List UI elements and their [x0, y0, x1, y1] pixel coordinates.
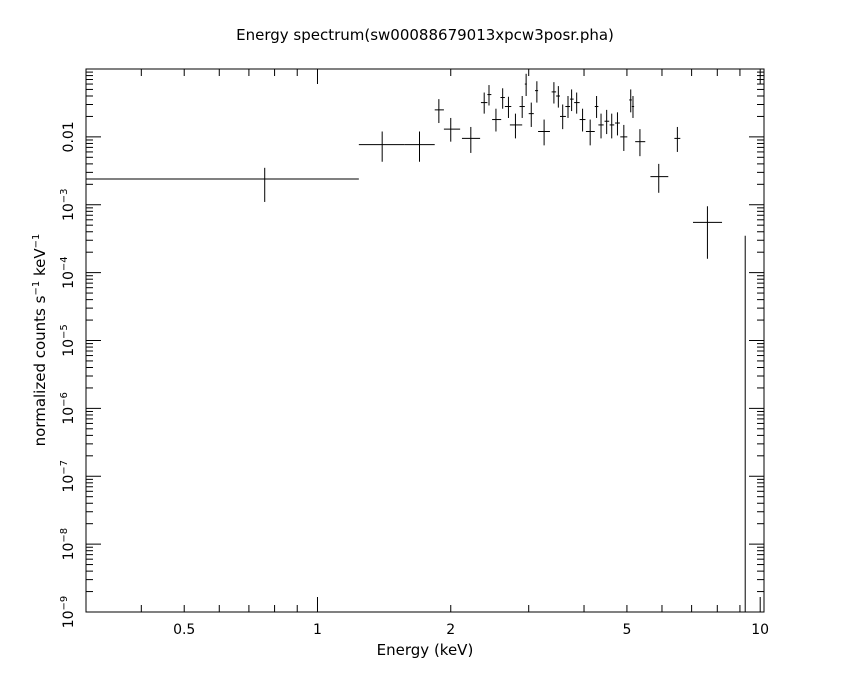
x-tick-label: 1 [313, 622, 322, 638]
data-point [604, 109, 610, 135]
y-tick-label: 10−9 [59, 596, 77, 629]
data-point [598, 113, 604, 139]
data-point [528, 102, 534, 127]
data-point [480, 92, 488, 114]
data-point [86, 167, 359, 202]
x-tick-label: 0.5 [173, 622, 195, 638]
y-tick-label: 10−5 [59, 324, 77, 357]
data-point [650, 163, 669, 193]
data-point [509, 113, 523, 139]
data-point [692, 206, 723, 259]
y-tick-label: 10−6 [59, 392, 77, 425]
data-points [86, 73, 746, 612]
y-tick-labels: 10−9 10−8 10−7 10−6 10−5 10−4 10−3 0.01 [59, 121, 77, 628]
data-point [556, 86, 560, 108]
plot-frame [85, 68, 765, 613]
data-point [565, 96, 571, 118]
data-point [500, 88, 505, 109]
data-point [443, 117, 461, 142]
data-point [492, 108, 502, 132]
data-point [538, 119, 550, 146]
x-tick-label: 10 [751, 622, 769, 638]
y-tick-label: 10−3 [59, 188, 77, 221]
data-point [504, 96, 512, 118]
y-tick-label: 10−7 [59, 460, 77, 493]
data-point [404, 131, 435, 162]
data-point [615, 112, 620, 136]
data-point [574, 92, 580, 114]
data-point [594, 96, 599, 118]
axis-ticks [85, 68, 764, 613]
x-tick-label: 2 [446, 622, 455, 638]
data-point [631, 96, 635, 118]
data-point [585, 119, 595, 146]
x-tick-label: 5 [622, 622, 631, 638]
data-point [620, 124, 628, 151]
y-tick-label: 0.01 [61, 121, 77, 152]
data-point [519, 96, 525, 118]
x-axis-label: Energy (keV) [377, 641, 474, 659]
data-point [674, 126, 681, 152]
y-tick-label: 10−4 [59, 256, 77, 289]
data-point [570, 89, 574, 112]
data-point [551, 82, 557, 104]
y-tick-label: 10−8 [59, 528, 77, 561]
data-point [524, 73, 527, 97]
data-point [579, 108, 586, 132]
data-point [559, 104, 566, 130]
chart-title: Energy spectrum(sw00088679013xpcw3posr.p… [236, 26, 614, 44]
data-point [609, 113, 615, 139]
data-point [635, 129, 646, 157]
y-axis-label: normalized counts s−1 keV−1 [31, 234, 49, 447]
x-tick-labels: 0.5 1 2 5 10 [173, 622, 769, 638]
data-point [487, 85, 492, 106]
data-point [629, 89, 632, 113]
data-point [461, 126, 481, 153]
data-point [358, 131, 405, 162]
data-point [434, 99, 444, 124]
data-point [535, 81, 539, 103]
